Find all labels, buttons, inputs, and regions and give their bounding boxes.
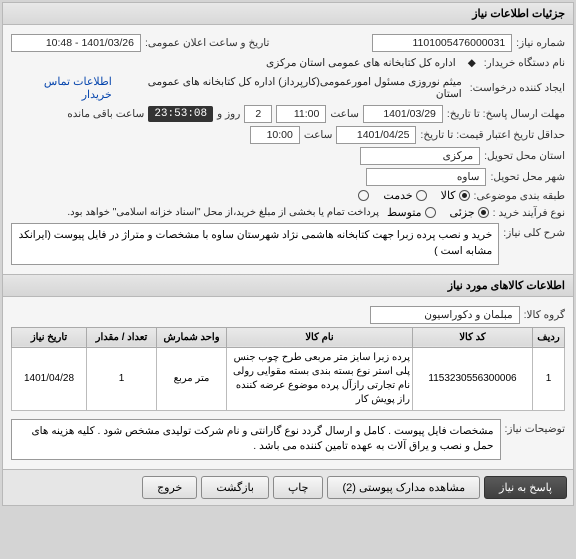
days-value: 2	[244, 105, 272, 123]
buyer-label: نام دستگاه خریدار:	[484, 57, 565, 69]
time-label-2: ساعت	[304, 129, 333, 141]
need-number-label: شماره نیاز:	[516, 37, 565, 49]
radio-khadamat[interactable]: خدمت	[383, 189, 426, 202]
province-label: استان محل تحویل:	[484, 150, 565, 162]
province-value: مرکزی	[360, 147, 480, 165]
city-label: شهر محل تحویل:	[490, 171, 565, 183]
goods-group-value: مبلمان و دکوراسیون	[370, 306, 520, 324]
city-value: ساوه	[366, 168, 486, 186]
col-code: کد کالا	[413, 327, 533, 347]
notes-value: مشخصات فایل پیوست . کامل و ارسال گردد نو…	[11, 419, 501, 461]
cell-qty: 1	[87, 347, 157, 410]
radio-empty-icon	[425, 207, 436, 218]
credit-time: 10:00	[250, 126, 300, 144]
creator-value: میثم نوروزی مسئول امورعمومی(کارپرداز) اد…	[116, 74, 466, 102]
col-qty: تعداد / مقدار	[87, 327, 157, 347]
countdown-timer: 23:53:08	[148, 106, 213, 122]
deadline-time: 11:00	[276, 105, 326, 123]
process-note: پرداخت تمام یا بخشی از مبلغ خرید،از محل …	[63, 205, 383, 220]
exit-button[interactable]: خروج	[142, 476, 197, 499]
cell-unit: متر مربع	[157, 347, 227, 410]
items-table: ردیف کد کالا نام کالا واحد شمارش تعداد /…	[11, 327, 565, 411]
topic-label: طبقه بندی موضوعی:	[474, 190, 565, 202]
credit-date: 1401/04/25	[336, 126, 416, 144]
cell-row: 1	[533, 347, 565, 410]
radio-kalakhadmat[interactable]	[355, 190, 369, 201]
form-body: شماره نیاز: 1101005476000031 تاریخ و ساع…	[3, 25, 573, 274]
radio-kala[interactable]: کالا	[441, 189, 470, 202]
contact-buyer-link[interactable]: اطلاعات تماس خریدار	[11, 75, 112, 101]
cell-name: پرده زبرا سایز متر مربعی طرح چوب جنس پلی…	[227, 347, 413, 410]
radio-motavasset[interactable]: متوسط	[387, 206, 436, 219]
radio-khadamat-label: خدمت	[383, 189, 412, 202]
topic-radio-group: کالا خدمت	[355, 189, 469, 202]
buyer-value: اداره کل کتابخانه های عمومی استان مرکزی	[262, 55, 460, 71]
cell-code: 1153230556300006	[413, 347, 533, 410]
credit-label: حداقل تاریخ اعتبار قیمت: تا تاریخ:	[420, 129, 565, 141]
radio-juzi-label: جزئی	[450, 206, 475, 219]
radio-dot-icon	[478, 207, 489, 218]
goods-body: گروه کالا: مبلمان و دکوراسیون ردیف کد کا…	[3, 297, 573, 470]
print-button[interactable]: چاپ	[273, 476, 324, 499]
days-label: روز و	[217, 108, 240, 120]
notes-label: توضیحات نیاز:	[505, 419, 566, 435]
goods-group-label: گروه کالا:	[524, 309, 565, 321]
radio-empty-icon	[358, 190, 369, 201]
back-button[interactable]: بازگشت	[201, 476, 269, 499]
col-row: ردیف	[533, 327, 565, 347]
radio-empty-icon	[416, 190, 427, 201]
reply-button[interactable]: پاسخ به نیاز	[484, 476, 567, 499]
col-unit: واحد شمارش	[157, 327, 227, 347]
radio-dot-icon	[459, 190, 470, 201]
radio-motavasset-label: متوسط	[387, 206, 422, 219]
time-label-1: ساعت	[330, 108, 359, 120]
process-label: نوع فرآیند خرید :	[493, 207, 565, 219]
deadline-label: مهلت ارسال پاسخ: تا تاریخ:	[447, 108, 565, 120]
description-label: شرح کلی نیاز:	[503, 223, 565, 239]
footer-toolbar: پاسخ به نیاز مشاهده مدارک پیوستی (2) چاپ…	[3, 469, 573, 505]
table-header-row: ردیف کد کالا نام کالا واحد شمارش تعداد /…	[12, 327, 565, 347]
radio-juzi[interactable]: جزئی	[450, 206, 489, 219]
process-radio-group: جزئی متوسط	[387, 206, 489, 219]
description-value: خرید و نصب پرده زبرا جهت کتابخانه هاشمی …	[11, 223, 499, 265]
col-date: تاریخ نیاز	[12, 327, 87, 347]
details-panel: جزئیات اطلاعات نیاز شماره نیاز: 11010054…	[2, 2, 574, 506]
cell-date: 1401/04/28	[12, 347, 87, 410]
diamond-icon: ◆	[464, 55, 480, 71]
deadline-date: 1401/03/29	[363, 105, 443, 123]
announce-datetime: 1401/03/26 - 10:48	[11, 34, 141, 52]
col-name: نام کالا	[227, 327, 413, 347]
goods-section-header: اطلاعات کالاهای مورد نیاز	[3, 274, 573, 297]
announce-label: تاریخ و ساعت اعلان عمومی:	[145, 37, 269, 49]
attachments-button[interactable]: مشاهده مدارک پیوستی (2)	[327, 476, 480, 499]
panel-title: جزئیات اطلاعات نیاز	[3, 3, 573, 25]
table-row[interactable]: 1 1153230556300006 پرده زبرا سایز متر مر…	[12, 347, 565, 410]
remaining-label: ساعت باقی مانده	[67, 108, 144, 120]
radio-kala-label: کالا	[441, 189, 456, 202]
need-number-value: 1101005476000031	[372, 34, 512, 52]
creator-label: ایجاد کننده درخواست:	[470, 82, 565, 94]
